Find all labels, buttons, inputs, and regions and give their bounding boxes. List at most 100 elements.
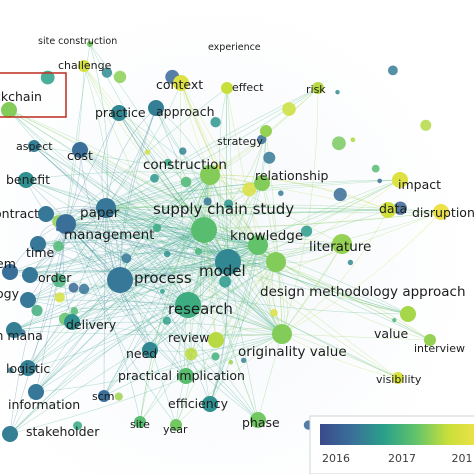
term-label-order[interactable]: order <box>38 270 72 285</box>
term-node-impact[interactable] <box>392 172 408 188</box>
term-label-literature[interactable]: literature <box>309 239 371 255</box>
term-node-ontract[interactable] <box>38 206 54 222</box>
term-node-paper[interactable] <box>96 198 116 218</box>
term-node-approach[interactable] <box>148 100 164 116</box>
term-label-ckchain[interactable]: ckchain <box>0 89 42 104</box>
term-node-process[interactable] <box>107 267 133 293</box>
term-label-originality-value[interactable]: originality value <box>238 344 347 360</box>
term-node-site[interactable] <box>134 416 146 428</box>
term-label-aspect[interactable]: aspect <box>16 140 53 153</box>
term-node-value[interactable] <box>400 306 416 322</box>
term-label-context[interactable]: context <box>156 77 203 92</box>
term-node-disruption[interactable] <box>433 204 449 220</box>
term-node-interview[interactable] <box>424 334 436 346</box>
term-label-time[interactable]: time <box>26 245 55 260</box>
term-label-experience[interactable]: experience <box>208 42 261 53</box>
term-label-disruption[interactable]: disruption <box>412 205 474 220</box>
term-node-stakeholder[interactable] <box>2 426 18 442</box>
co-occurrence-link <box>139 244 259 423</box>
term-label-need[interactable]: need <box>126 346 157 361</box>
term-label-em[interactable]: em <box>0 256 16 271</box>
term-node-benefit[interactable] <box>18 172 34 188</box>
term-label-delivery[interactable]: delivery <box>66 317 117 332</box>
term-label-phase[interactable]: phase <box>242 415 280 430</box>
term-label-strategy[interactable]: strategy <box>217 135 263 148</box>
term-node-year[interactable] <box>170 419 182 431</box>
term-node-phase[interactable] <box>250 412 266 428</box>
term-label-supply-chain-study[interactable]: supply chain study <box>153 200 294 218</box>
term-node-practice[interactable] <box>111 105 127 121</box>
term-node-challenge[interactable] <box>78 60 90 72</box>
term-label-visibility[interactable]: visibility <box>376 373 422 386</box>
term-node-aspect[interactable] <box>28 140 40 152</box>
term-label-cost[interactable]: cost <box>67 148 93 163</box>
term-label-ogy[interactable]: ogy <box>0 286 20 301</box>
term-node-ckchain[interactable] <box>1 102 17 118</box>
term-label-management[interactable]: management <box>64 227 154 243</box>
term-label-value[interactable]: value <box>374 326 408 341</box>
term-node-efficiency[interactable] <box>202 396 218 412</box>
term-label-paper[interactable]: paper <box>80 205 120 221</box>
term-label-effect[interactable]: effect <box>232 81 264 94</box>
term-label-practical-implication[interactable]: practical implication <box>118 368 245 383</box>
term-node-research[interactable] <box>175 292 201 318</box>
term-label-risk[interactable]: risk <box>306 83 326 96</box>
term-label-challenge[interactable]: challenge <box>58 59 112 72</box>
term-label-approach[interactable]: approach <box>156 104 215 119</box>
term-node-originality-value[interactable] <box>272 324 292 344</box>
term-node-context[interactable] <box>173 75 189 91</box>
term-node-construction[interactable] <box>200 165 220 185</box>
term-node-cost[interactable] <box>72 142 88 158</box>
term-node-relationship[interactable] <box>254 175 270 191</box>
term-node-management[interactable] <box>56 214 76 234</box>
co-occurrence-link <box>45 213 277 263</box>
term-node-visibility[interactable] <box>392 372 404 384</box>
term-label-interview[interactable]: interview <box>414 342 465 355</box>
term-node-site-construction[interactable] <box>87 41 93 47</box>
term-node-scm[interactable] <box>98 390 110 402</box>
term-label-process[interactable]: process <box>134 269 192 287</box>
term-label-in-mana[interactable]: in mana <box>0 328 43 343</box>
term-node-ogy[interactable] <box>20 292 36 308</box>
term-label-information[interactable]: information <box>8 397 80 412</box>
term-label-site-construction[interactable]: site construction <box>38 36 117 47</box>
term-node-logistic[interactable] <box>20 360 36 376</box>
term-node-literature[interactable] <box>332 234 352 254</box>
term-label-research[interactable]: research <box>168 300 233 318</box>
term-node-data[interactable] <box>380 202 396 218</box>
term-node-practical-implication[interactable] <box>178 368 194 384</box>
term-label-efficiency[interactable]: efficiency <box>168 396 229 411</box>
term-label-data[interactable]: data <box>379 201 407 216</box>
term-node-effect[interactable] <box>221 82 233 94</box>
term-node-review[interactable] <box>208 332 224 348</box>
term-label-model[interactable]: model <box>199 262 246 280</box>
term-label-logistic[interactable]: logistic <box>6 361 50 376</box>
term-label-knowledge[interactable]: knowledge <box>230 228 303 244</box>
term-node-em[interactable] <box>2 264 18 280</box>
term-label-construction[interactable]: construction <box>143 157 227 173</box>
term-node-delivery[interactable] <box>64 314 80 330</box>
term-label-ontract[interactable]: ontract <box>0 206 39 221</box>
minor-term-node <box>203 197 212 206</box>
term-node-in-mana[interactable] <box>6 322 22 338</box>
term-node-time[interactable] <box>30 236 46 252</box>
term-node-supply-chain-study[interactable] <box>191 217 217 243</box>
term-label-review[interactable]: review <box>168 330 209 345</box>
term-node-model[interactable] <box>215 249 241 275</box>
term-node-risk[interactable] <box>312 82 324 94</box>
term-label-impact[interactable]: impact <box>398 177 441 192</box>
term-node-design-methodology-approach[interactable] <box>266 252 286 272</box>
term-label-stakeholder[interactable]: stakeholder <box>26 424 100 439</box>
term-node-strategy[interactable] <box>260 125 272 137</box>
term-label-practice[interactable]: practice <box>95 105 146 120</box>
term-label-relationship[interactable]: relationship <box>255 168 329 183</box>
term-node-need[interactable] <box>142 342 158 358</box>
term-label-benefit[interactable]: benefit <box>6 172 50 187</box>
term-node-order[interactable] <box>22 267 38 283</box>
term-label-design-methodology-approach[interactable]: design methodology approach <box>260 284 466 300</box>
term-node-information[interactable] <box>28 384 44 400</box>
term-label-site[interactable]: site <box>130 418 150 431</box>
term-node-knowledge[interactable] <box>248 235 268 255</box>
term-label-year[interactable]: year <box>163 423 188 436</box>
term-label-scm[interactable]: scm <box>92 390 115 403</box>
